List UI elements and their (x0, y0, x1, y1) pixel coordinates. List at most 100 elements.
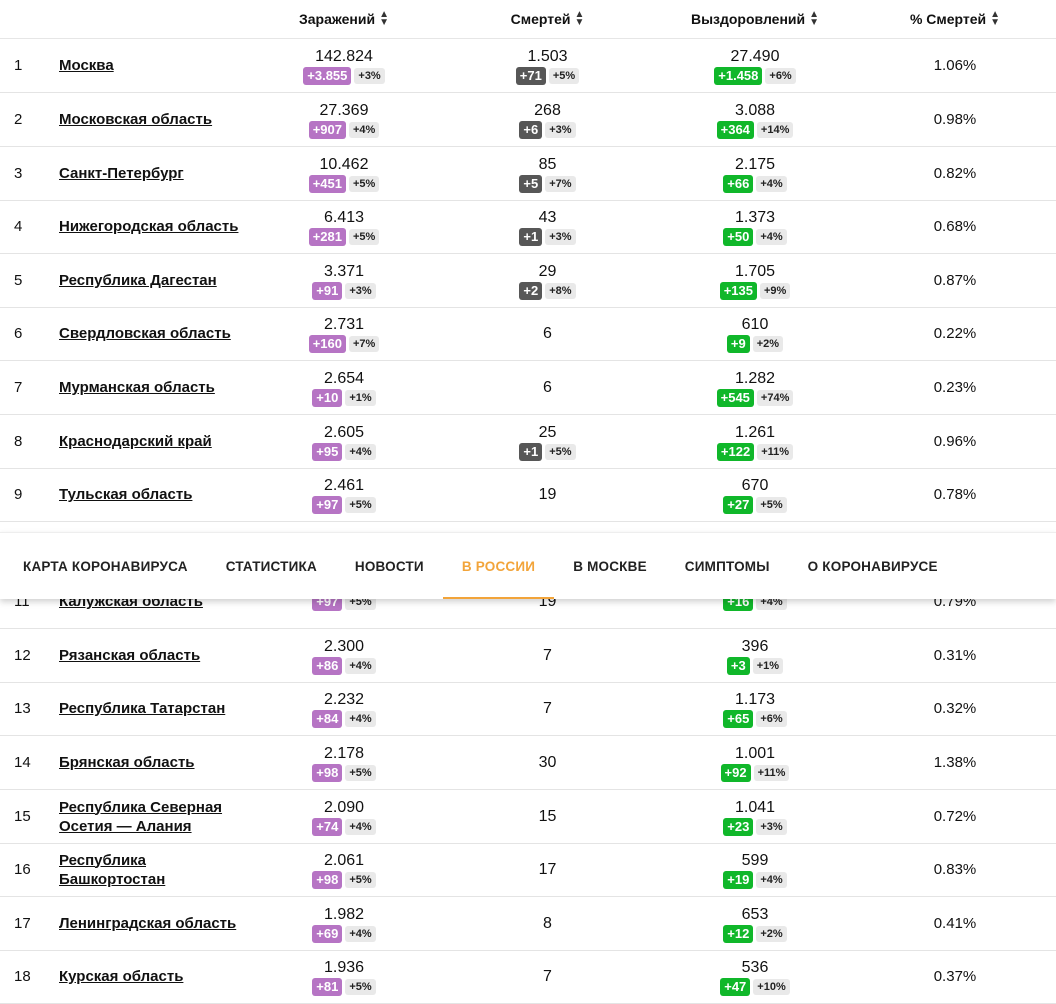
sort-icon: ▲ ▼ (990, 9, 1001, 28)
recovered-total: 610 (741, 315, 769, 333)
infections-deltas: +451 +5% (308, 174, 380, 193)
region-link[interactable]: Республика Башкортостан (59, 851, 166, 888)
infections-cell: 2.654 +10 +1% (248, 361, 440, 414)
region-link[interactable]: Тульская область (59, 486, 193, 503)
nav-item[interactable]: В РОССИИ (442, 533, 555, 599)
recovered-pct-badge: +5% (756, 496, 787, 513)
region-cell: Московская область (59, 93, 249, 146)
nav-item[interactable]: СИМПТОМЫ (684, 558, 770, 574)
deaths-deltas: +1 +3% (519, 227, 576, 246)
region-link[interactable]: Брянская область (59, 754, 195, 771)
infections-delta-badge: +86 (312, 656, 343, 675)
header-death-rate-label: % Смертей (909, 11, 987, 27)
rank-number: 13 (14, 700, 31, 717)
recovered-delta-badge: +47 (720, 977, 751, 996)
region-link[interactable]: Республика Татарстан (59, 700, 226, 717)
recovered-deltas: +47 +10% (720, 977, 790, 996)
header-infections[interactable]: Заражений ▲ ▼ (248, 0, 440, 38)
infections-delta-badge: +160 (308, 334, 346, 353)
deaths-cell: 17 (455, 843, 640, 896)
recovered-total: 1.705 (734, 262, 776, 280)
rank-cell: 12 (14, 629, 44, 682)
recovered-cell: 1.261 +122 +11% (650, 415, 860, 468)
recovered-cell: 599 +19 +4% (650, 843, 860, 896)
region-cell: Республика Северная Осетия — Алания (59, 790, 249, 843)
recovered-pct-badge: +9% (759, 282, 791, 299)
nav-item[interactable]: О КОРОНАВИРУСЕ (807, 558, 938, 574)
infections-total: 27.369 (319, 101, 369, 119)
region-link[interactable]: Москва (59, 57, 114, 74)
deaths-delta-badge: +6 (519, 120, 543, 139)
infections-cell: 142.824 +3.855 +3% (248, 39, 440, 92)
infections-cell: 3.371 +91 +3% (248, 254, 440, 307)
header-death-rate[interactable]: % Смертей ▲ ▼ (860, 0, 1050, 38)
infections-cell: 2.061 +98 +5% (248, 843, 440, 896)
deaths-cell: 19 (455, 468, 640, 521)
recovered-cell: 1.001 +92 +11% (650, 736, 860, 789)
region-link[interactable]: Санкт-Петербург (59, 165, 184, 182)
recovered-cell: 1.373 +50 +4% (650, 200, 860, 253)
infections-total: 2.061 (323, 851, 365, 869)
death-rate-value: 0.98% (933, 111, 977, 128)
rank-number: 12 (14, 647, 31, 664)
region-cell: Мурманская область (59, 361, 249, 414)
nav-item[interactable]: НОВОСТИ (354, 558, 424, 574)
infections-deltas: +98 +5% (312, 763, 376, 782)
recovered-pct-badge: +1% (752, 657, 784, 674)
nav-item[interactable]: СТАТИСТИКА (225, 558, 317, 574)
nav-item[interactable]: КАРТА КОРОНАВИРУСА (23, 558, 188, 574)
infections-cell: 2.605 +95 +4% (248, 415, 440, 468)
rank-cell: 13 (14, 682, 44, 735)
region-link[interactable]: Республика Дагестан (59, 272, 217, 289)
death-rate-cell: 0.72% (860, 790, 1050, 843)
infections-total: 2.232 (323, 690, 365, 708)
recovered-pct-badge: +11% (753, 764, 790, 781)
header-recovered[interactable]: Выздоровлений ▲ ▼ (650, 0, 860, 38)
death-rate-value: 0.32% (933, 700, 977, 717)
recovered-cell: 1.041 +23 +3% (650, 790, 860, 843)
infections-delta-badge: +98 (312, 870, 343, 889)
rank-cell: 17 (14, 897, 44, 950)
infections-deltas: +281 +5% (308, 227, 380, 246)
table-row: 3 Санкт-Петербург 10.462 +451 +5% 85 +5 +7% 2.17… (0, 147, 1056, 201)
region-link[interactable]: Свердловская область (59, 325, 231, 342)
infections-delta-badge: +98 (312, 763, 343, 782)
deaths-total: 6 (543, 379, 552, 396)
region-link[interactable]: Краснодарский край (59, 433, 212, 450)
deaths-total: 7 (543, 968, 552, 985)
infections-total: 2.731 (323, 315, 365, 333)
header-deaths[interactable]: Смертей ▲ ▼ (455, 0, 640, 38)
deaths-deltas: +71 +5% (515, 66, 580, 85)
recovered-deltas: +3 +1% (726, 656, 784, 675)
region-link[interactable]: Московская область (59, 111, 213, 128)
deaths-cell: 30 (455, 736, 640, 789)
rank-cell: 8 (14, 415, 44, 468)
deaths-deltas: +1 +5% (519, 442, 576, 461)
recovered-total: 2.175 (734, 155, 776, 173)
rank-number: 16 (14, 861, 31, 878)
region-link[interactable]: Нижегородская область (59, 218, 239, 235)
table-row: 13 Республика Татарстан 2.232 +84 +4% 7 1.173 +… (0, 682, 1056, 736)
deaths-cell: 29 +2 +8% (455, 254, 640, 307)
recovered-cell: 670 +27 +5% (650, 468, 860, 521)
region-link[interactable]: Рязанская область (59, 647, 201, 664)
deaths-cell: 7 (455, 682, 640, 735)
recovered-total: 599 (741, 851, 769, 869)
region-link[interactable]: Республика Северная Осетия — Алания (59, 798, 223, 835)
table-row: 4 Нижегородская область 6.413 +281 +5% 43 +1 +3… (0, 200, 1056, 254)
deaths-pct-badge: +8% (545, 282, 576, 299)
recovered-pct-badge: +4% (756, 175, 787, 192)
deaths-total: 85 (538, 155, 557, 173)
region-cell: Тульская область (59, 468, 249, 521)
region-link[interactable]: Ленинградская область (59, 915, 237, 932)
deaths-total: 8 (543, 915, 552, 932)
region-link[interactable]: Мурманская область (59, 379, 215, 396)
recovered-total: 3.088 (734, 101, 776, 119)
deaths-total: 25 (538, 423, 557, 441)
nav-item[interactable]: В МОСКВЕ (573, 558, 647, 574)
region-link[interactable]: Курская область (59, 968, 184, 985)
deaths-delta-badge: +1 (519, 227, 543, 246)
recovered-deltas: +92 +11% (720, 763, 790, 782)
table-row: 14 Брянская область 2.178 +98 +5% 30 1.001 +92 +… (0, 736, 1056, 790)
region-cell: Рязанская область (59, 629, 249, 682)
